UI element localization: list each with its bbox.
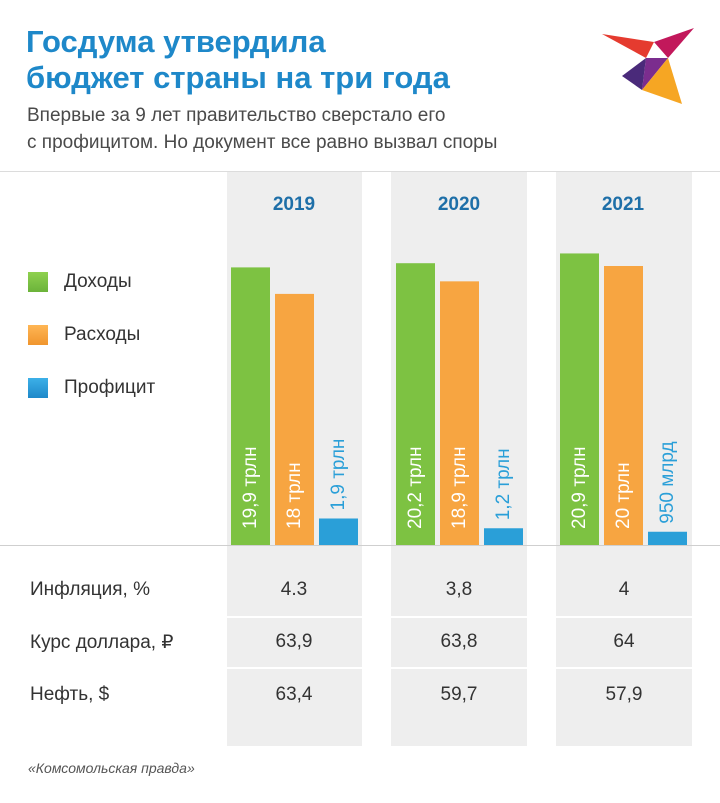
cell-dollar-rate-2019: 63,9 [275,631,313,652]
cell-dollar-rate-2020: 63,8 [440,631,478,652]
cell-oil-2021: 57,9 [605,684,643,705]
cell-oil-2019: 63,4 [275,684,313,705]
cell-inflation-2021: 4 [618,579,630,600]
bar-income-2019 [231,267,270,545]
bar-surplus-2021 [648,531,687,545]
data-label-income-2019: 19,9 трлн [240,447,261,529]
data-label-income-2021: 20,9 трлн [569,447,590,529]
table-row-separator [556,667,692,669]
legend-swatch-income [28,272,48,292]
data-label-surplus-2020: 1,2 трлн [493,448,514,520]
bar-income-2021 [560,253,599,545]
legend-swatch-surplus [28,378,48,398]
chart-table-divider [0,545,720,546]
table-row-separator [556,616,692,618]
data-label-expenses-2019: 18 трлн [284,462,305,529]
year-label-2021: 2021 [601,194,645,215]
source-credit: «Комсомольская правда» [28,760,195,776]
legend-swatch-expenses [28,325,48,345]
row-label-inflation: Инфляция, % [30,579,150,600]
budget-bar-chart: 19,9 трлн 20,2 трлн 20,9 трлн 18 трлн 18,9 т… [231,253,687,545]
bar-surplus-2019 [319,518,358,545]
legend-label-surplus: Профицит [64,377,156,398]
data-label-expenses-2021: 20 трлн [613,462,634,529]
row-label-oil: Нефть, $ [30,684,110,705]
table-row-separator [227,616,362,618]
year-label-2020: 2020 [437,194,481,215]
cell-dollar-rate-2021: 64 [613,631,635,652]
header-divider [0,171,720,172]
cell-oil-2020: 59,7 [440,684,478,705]
data-label-expenses-2020: 18,9 трлн [449,447,470,529]
legend-label-expenses: Расходы [64,324,141,345]
bird-logo-icon [602,28,694,104]
legend-label-income: Доходы [64,271,132,292]
page-subtitle: Впервые за 9 лет правительство сверстало… [27,105,498,153]
bar-expenses-2019 [275,293,314,545]
bar-expenses-2021 [604,266,643,545]
row-label-dollar-rate: Курс доллара, ₽ [30,632,174,653]
cell-inflation-2020: 3,8 [445,579,473,600]
table-row-separator [391,616,527,618]
data-label-income-2020: 20,2 трлн [405,447,426,529]
table-row-separator [391,667,527,669]
bar-expenses-2020 [440,281,479,545]
bar-income-2020 [396,263,435,545]
data-label-surplus-2019: 1,9 трлн [328,439,349,511]
data-label-surplus-2021: 950 млрд [657,441,678,523]
cell-inflation-2019: 4.3 [280,579,308,600]
table-row-separator [227,667,362,669]
year-label-2019: 2019 [272,194,316,215]
bar-surplus-2020 [484,528,523,545]
page-title: Госдума утвердила бюджет страны на три г… [26,24,450,95]
